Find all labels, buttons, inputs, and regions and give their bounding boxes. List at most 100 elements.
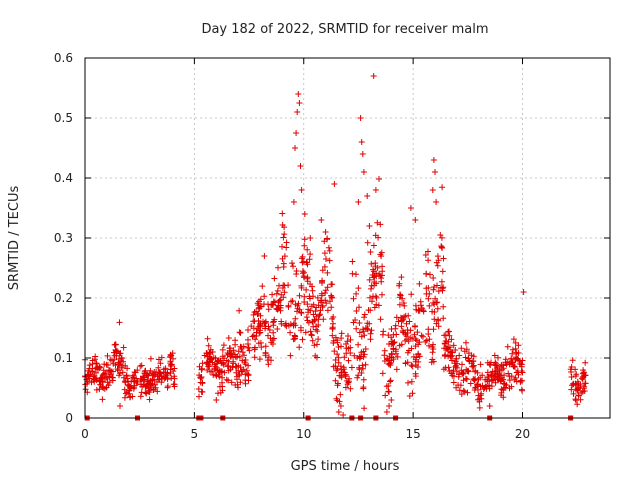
y-tick-label: 0.5 xyxy=(54,111,73,125)
data-point xyxy=(103,374,110,381)
data-point xyxy=(105,373,112,380)
data-point xyxy=(239,349,246,356)
data-point xyxy=(338,330,345,337)
data-point xyxy=(195,386,202,392)
data-point xyxy=(324,236,330,243)
data-point xyxy=(205,353,212,360)
data-point xyxy=(439,285,446,292)
data-point xyxy=(283,323,290,330)
x-tick-label: 10 xyxy=(296,427,311,441)
data-point xyxy=(445,328,452,335)
data-point xyxy=(439,184,446,191)
data-point xyxy=(372,232,379,239)
data-point xyxy=(214,367,221,374)
data-point xyxy=(316,312,323,319)
data-point xyxy=(438,278,445,285)
data-point xyxy=(215,390,221,397)
data-point xyxy=(409,335,416,342)
data-point xyxy=(114,366,121,372)
data-point xyxy=(91,372,98,379)
data-point xyxy=(492,368,499,375)
data-point xyxy=(472,385,479,391)
data-point xyxy=(360,384,367,391)
data-point xyxy=(307,307,314,314)
data-point xyxy=(435,257,442,264)
data-point xyxy=(322,290,329,296)
data-point xyxy=(265,354,272,361)
data-point xyxy=(212,355,219,362)
data-point xyxy=(275,264,281,271)
data-point xyxy=(372,187,379,193)
data-point xyxy=(353,308,360,314)
data-point xyxy=(461,388,468,395)
data-point xyxy=(131,378,138,385)
data-point xyxy=(237,329,244,336)
data-point xyxy=(396,280,403,287)
data-point xyxy=(361,332,368,339)
data-point xyxy=(459,361,465,368)
data-point xyxy=(430,341,436,348)
data-point xyxy=(509,346,516,353)
data-point xyxy=(261,253,268,259)
data-point xyxy=(377,221,384,228)
data-point xyxy=(442,338,449,344)
data-point xyxy=(292,315,299,322)
data-point xyxy=(405,379,411,386)
data-point xyxy=(221,369,228,376)
data-point xyxy=(373,294,380,301)
data-point xyxy=(476,398,483,405)
data-point xyxy=(155,356,162,363)
data-point xyxy=(517,361,524,368)
data-point xyxy=(577,382,584,388)
data-point xyxy=(493,362,499,369)
data-point xyxy=(312,352,319,359)
data-point xyxy=(285,282,292,289)
data-point xyxy=(259,283,266,290)
data-point xyxy=(512,374,519,381)
data-point xyxy=(477,361,484,368)
data-point xyxy=(397,292,404,299)
data-point xyxy=(147,355,154,362)
data-point xyxy=(287,352,294,359)
data-point xyxy=(394,353,401,360)
data-point xyxy=(470,353,477,360)
data-point xyxy=(367,336,374,343)
data-point xyxy=(427,271,433,278)
data-point xyxy=(154,388,161,395)
data-point xyxy=(228,379,235,386)
data-point xyxy=(444,346,451,353)
data-point xyxy=(488,371,495,378)
data-point xyxy=(498,366,505,373)
data-point xyxy=(116,319,123,326)
data-point xyxy=(227,366,234,373)
data-point xyxy=(122,378,129,385)
data-point xyxy=(410,353,417,360)
data-point xyxy=(126,383,133,390)
data-point xyxy=(492,379,499,386)
data-point xyxy=(353,325,360,332)
data-point xyxy=(426,336,433,343)
data-point xyxy=(204,335,211,342)
data-point xyxy=(512,345,519,352)
data-point xyxy=(386,341,392,347)
data-point xyxy=(220,342,227,349)
data-point xyxy=(367,307,374,314)
data-point xyxy=(285,303,292,310)
data-point xyxy=(279,210,286,217)
data-point xyxy=(86,365,93,372)
data-point xyxy=(320,316,327,323)
data-point xyxy=(577,396,584,403)
data-point xyxy=(335,409,342,415)
data-point xyxy=(290,263,296,270)
data-point xyxy=(270,329,277,336)
data-point xyxy=(255,317,262,324)
data-point xyxy=(432,295,439,302)
data-point xyxy=(279,222,286,228)
data-point xyxy=(274,287,281,294)
data-point xyxy=(204,359,210,366)
data-point xyxy=(366,223,373,229)
data-point xyxy=(323,256,329,262)
data-point xyxy=(347,336,354,343)
data-point xyxy=(206,363,213,370)
data-point xyxy=(138,362,145,369)
